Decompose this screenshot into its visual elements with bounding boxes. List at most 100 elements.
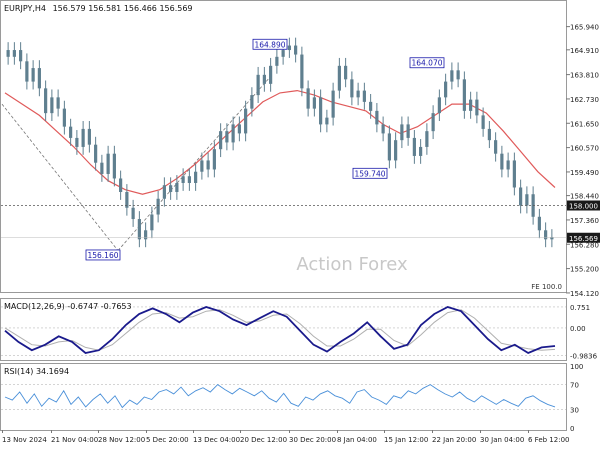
candle-body (356, 90, 360, 98)
candle-body (481, 115, 485, 129)
candle-body (6, 50, 10, 57)
candle-body (94, 144, 98, 163)
candle-body (250, 95, 254, 109)
candle-body (31, 68, 35, 82)
price-tick-label: 156.280 (570, 241, 599, 249)
candle-body (144, 230, 148, 240)
candle-body (100, 162, 104, 174)
candle-body (119, 178, 123, 192)
price-tick-label: 162.730 (570, 96, 599, 104)
level-label: 158.000 (569, 203, 598, 211)
candle-body (269, 65, 273, 84)
candle-body (369, 101, 373, 111)
candle-body (294, 45, 298, 55)
candle-body (406, 124, 410, 138)
candle-body (225, 131, 229, 143)
candle-body (381, 124, 385, 134)
candle-body (419, 146, 423, 156)
candle-body (287, 45, 291, 51)
candle-body (200, 160, 204, 172)
candle-body (37, 68, 41, 89)
candle-body (500, 153, 504, 170)
price-annotation-label: 164.890 (254, 40, 285, 49)
candle-body (337, 65, 341, 91)
price-annotation-box (409, 57, 445, 69)
x-tick-label: 20 Dec 12:00 (240, 436, 287, 444)
x-tick-label: 28 Nov 12:00 (98, 436, 145, 444)
macd-pane-frame (0, 298, 567, 361)
candle-body (50, 97, 54, 114)
candle-body (487, 128, 491, 141)
candle-body (237, 124, 241, 134)
candle-body (300, 54, 304, 89)
candle-body (187, 176, 191, 183)
candle-body (412, 137, 416, 156)
price-tick-label: 161.650 (570, 120, 599, 128)
x-tick-label: 5 Dec 20:00 (146, 436, 189, 444)
candle-body (156, 198, 160, 215)
candle-body (425, 131, 429, 147)
candle-body (150, 214, 154, 231)
symbol-label: EURJPY,H4 (4, 4, 46, 13)
candle-body (344, 65, 348, 80)
macd-tick-label: 0.751 (570, 304, 590, 312)
candle-body (462, 79, 466, 111)
x-tick-label: 13 Dec 04:00 (193, 436, 240, 444)
candle-body (106, 153, 110, 174)
x-tick-label: 30 Jan 04:00 (480, 436, 524, 444)
candle-body (394, 140, 398, 161)
price-pane-frame (0, 0, 567, 293)
candle-body (375, 110, 379, 125)
candle-body (69, 126, 73, 138)
macd-title: MACD(12,26,9) -0.6747 -0.7653 (4, 302, 132, 311)
ohlc-values: 156.579 156.581 156.466 156.569 (53, 4, 193, 13)
candle-body (206, 160, 210, 170)
rsi-title: RSI(14) 34.1694 (4, 367, 69, 376)
candle-body (325, 117, 329, 125)
candle-body (506, 160, 510, 170)
candle-body (125, 191, 129, 208)
candle-body (137, 219, 141, 240)
x-tick-label: 15 Jan 12:00 (384, 436, 428, 444)
candle-body (244, 108, 248, 134)
candle-body (212, 149, 216, 170)
macd-tick-label: 0.00 (570, 325, 586, 333)
price-tick-label: 158.440 (570, 193, 599, 201)
rsi-line (4, 384, 556, 409)
candle-body (262, 74, 266, 84)
x-tick-label: 8 Jan 04:00 (337, 436, 377, 444)
rsi-pane-frame (0, 363, 567, 431)
rsi-tick-label: 0 (570, 425, 574, 433)
candle-body (162, 185, 166, 199)
candle-body (194, 171, 198, 183)
candle-body (81, 128, 85, 147)
x-tick-label: 21 Nov 04:00 (51, 436, 98, 444)
rsi-tick-label: 100 (570, 363, 583, 371)
candle-body (519, 187, 523, 206)
candle-body (494, 140, 498, 154)
price-tick-label: 165.940 (570, 24, 599, 32)
candle-body (469, 99, 473, 111)
price-annotation-box (352, 167, 388, 179)
candle-body (12, 50, 16, 57)
price-tick-label: 155.200 (570, 266, 599, 274)
candle-body (25, 61, 29, 82)
macd-tick-label: -0.9836 (570, 352, 598, 360)
fe-label: FE 100.0 (531, 283, 562, 291)
candle-body (281, 50, 285, 57)
candle-body (350, 79, 354, 98)
candle-body (387, 133, 391, 161)
candle-body (331, 90, 335, 118)
candle-body (475, 99, 479, 116)
current-price-bg (567, 232, 600, 243)
price-annotation-label: 164.070 (411, 59, 442, 68)
rsi-tick-label: 70 (570, 382, 579, 390)
candle-body (319, 97, 323, 125)
price-annotation-label: 156.160 (87, 251, 118, 260)
rsi-tick-label: 30 (570, 406, 579, 414)
candle-body (444, 81, 448, 98)
candle-body (75, 137, 79, 147)
x-tick-label: 13 Nov 2024 (2, 436, 47, 444)
price-tick-label: 164.910 (570, 47, 599, 55)
x-tick-label: 22 Jan 20:00 (432, 436, 476, 444)
